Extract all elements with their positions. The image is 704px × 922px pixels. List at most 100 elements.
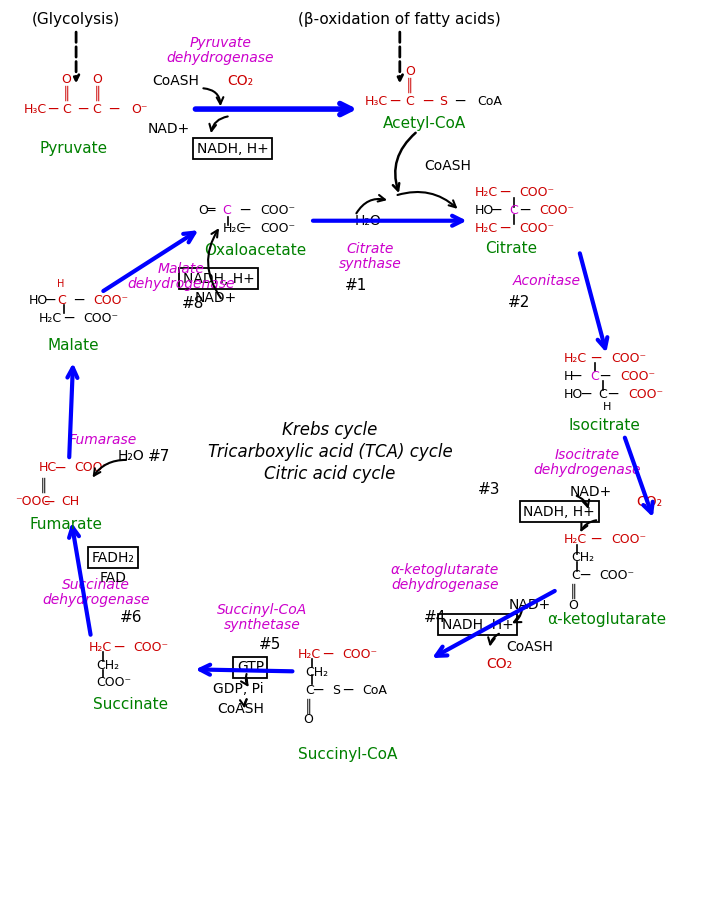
- Text: #3: #3: [478, 482, 501, 497]
- Text: H₂C: H₂C: [89, 641, 112, 654]
- Text: dehydrogenase: dehydrogenase: [391, 577, 498, 592]
- Text: ─: ─: [500, 221, 509, 236]
- Text: H₂C: H₂C: [298, 648, 321, 661]
- Text: ─: ─: [491, 203, 500, 219]
- Text: ║: ║: [63, 86, 70, 100]
- Text: CH: CH: [61, 495, 80, 508]
- Text: ─: ─: [520, 203, 529, 219]
- Text: Acetyl-CoA: Acetyl-CoA: [383, 115, 466, 131]
- Text: CoASH: CoASH: [152, 74, 199, 89]
- Text: H₂C: H₂C: [474, 222, 498, 235]
- Text: C: C: [571, 569, 580, 582]
- Text: Tricarboxylic acid (TCA) cycle: Tricarboxylic acid (TCA) cycle: [208, 443, 453, 461]
- Text: H₂C: H₂C: [564, 352, 587, 365]
- Text: synthetase: synthetase: [224, 618, 301, 632]
- Text: Succinate: Succinate: [62, 577, 130, 592]
- Text: ─: ─: [572, 369, 581, 384]
- Text: COO⁻: COO⁻: [96, 676, 131, 689]
- Text: C: C: [306, 684, 314, 697]
- Text: ─: ─: [591, 532, 601, 548]
- Text: H₃C: H₃C: [23, 102, 46, 115]
- Text: H₂O: H₂O: [355, 214, 382, 228]
- Text: ─: ─: [313, 683, 322, 698]
- Text: Pyruvate: Pyruvate: [189, 36, 251, 51]
- Text: HO: HO: [564, 388, 584, 401]
- Text: ║: ║: [406, 77, 413, 93]
- Text: ─: ─: [581, 568, 590, 583]
- Text: #5: #5: [259, 637, 282, 652]
- Text: ─: ─: [75, 293, 84, 308]
- Text: ─: ─: [49, 101, 58, 116]
- Text: #4: #4: [424, 610, 446, 625]
- Text: FADH₂: FADH₂: [92, 550, 134, 564]
- Text: Succinate: Succinate: [94, 697, 168, 712]
- Text: H: H: [564, 370, 574, 383]
- Text: ─: ─: [601, 369, 610, 384]
- Text: ⁻OOC: ⁻OOC: [15, 495, 51, 508]
- Text: ─: ─: [500, 185, 509, 200]
- Text: O: O: [568, 599, 578, 612]
- Text: Citric acid cycle: Citric acid cycle: [265, 465, 396, 483]
- Text: ─: ─: [240, 221, 249, 236]
- Text: HO: HO: [28, 294, 48, 307]
- Text: O═: O═: [198, 205, 215, 218]
- Text: CH₂: CH₂: [96, 659, 119, 672]
- Text: COO⁻: COO⁻: [599, 569, 634, 582]
- Text: Malate: Malate: [47, 337, 99, 353]
- Text: C: C: [406, 95, 414, 108]
- Text: dehydrogenase: dehydrogenase: [42, 593, 150, 607]
- Text: O: O: [405, 65, 415, 77]
- Text: C: C: [598, 388, 607, 401]
- Text: ║: ║: [570, 584, 577, 599]
- Text: ─: ─: [44, 293, 54, 308]
- Text: ─: ─: [114, 640, 123, 655]
- Text: O: O: [61, 73, 71, 86]
- Text: HC: HC: [39, 462, 57, 475]
- Text: ║: ║: [93, 86, 101, 100]
- Text: O: O: [92, 73, 102, 86]
- Text: ─: ─: [390, 94, 399, 109]
- Text: CH₂: CH₂: [571, 551, 594, 564]
- Text: Citrate: Citrate: [485, 242, 537, 256]
- Text: NAD+: NAD+: [569, 485, 611, 499]
- Text: ║: ║: [39, 478, 47, 492]
- Text: Pyruvate: Pyruvate: [39, 141, 107, 157]
- Text: Isocitrate: Isocitrate: [568, 418, 640, 432]
- Text: #2: #2: [508, 295, 531, 310]
- Text: CH₂: CH₂: [306, 666, 328, 679]
- Text: H₂C: H₂C: [222, 222, 246, 235]
- Text: Succinyl-CoA: Succinyl-CoA: [218, 603, 308, 617]
- Text: COO⁻: COO⁻: [520, 186, 555, 199]
- Text: Oxaloacetate: Oxaloacetate: [204, 243, 306, 258]
- Text: #8: #8: [182, 296, 204, 311]
- Text: COO⁻: COO⁻: [83, 312, 118, 325]
- Text: COO⁻: COO⁻: [260, 205, 296, 218]
- Text: CoA: CoA: [477, 95, 503, 108]
- Text: COO⁻: COO⁻: [74, 462, 109, 475]
- Text: ║: ║: [304, 699, 312, 714]
- Text: C: C: [222, 205, 231, 218]
- Text: C: C: [590, 370, 599, 383]
- Text: Succinyl-CoA: Succinyl-CoA: [298, 747, 398, 762]
- Text: ─: ─: [65, 311, 74, 326]
- Text: (Glycolysis): (Glycolysis): [32, 12, 120, 27]
- Text: H: H: [58, 278, 65, 289]
- Text: COO⁻: COO⁻: [611, 352, 646, 365]
- Text: ─: ─: [423, 94, 432, 109]
- Text: C: C: [510, 205, 518, 218]
- Text: COO⁻: COO⁻: [133, 641, 168, 654]
- Text: CoA: CoA: [362, 684, 386, 697]
- Text: ─: ─: [608, 386, 617, 402]
- Text: H: H: [603, 402, 611, 412]
- Text: Krebs cycle: Krebs cycle: [282, 421, 378, 439]
- Text: S: S: [332, 684, 340, 697]
- Text: ─: ─: [240, 203, 249, 219]
- Text: COO⁻: COO⁻: [611, 533, 646, 546]
- Text: ─: ─: [344, 683, 353, 698]
- Text: α-ketoglutarate: α-ketoglutarate: [548, 612, 667, 627]
- Text: dehydrogenase: dehydrogenase: [534, 463, 641, 477]
- Text: NADH, H+: NADH, H+: [196, 142, 268, 156]
- Text: ─: ─: [455, 94, 464, 109]
- Text: ─: ─: [79, 101, 87, 116]
- Text: C: C: [57, 294, 65, 307]
